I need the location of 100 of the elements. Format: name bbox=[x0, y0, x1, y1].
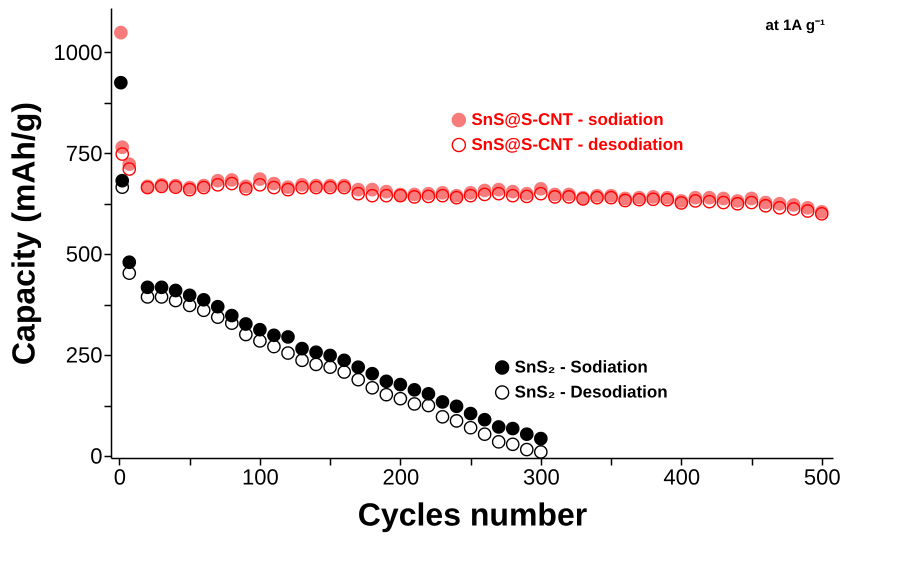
point bbox=[337, 354, 351, 368]
point bbox=[394, 378, 408, 392]
point bbox=[492, 435, 506, 449]
point bbox=[464, 406, 478, 420]
legend-label: SnS@S-CNT - desodiation bbox=[471, 135, 684, 154]
point bbox=[253, 178, 267, 192]
point bbox=[122, 255, 136, 270]
point bbox=[351, 360, 366, 374]
point bbox=[140, 280, 154, 294]
legend-label: SnS@S-CNT - sodiation bbox=[471, 110, 664, 129]
point bbox=[408, 382, 422, 397]
legend-label: SnS₂ - Sodiation bbox=[514, 358, 648, 376]
point bbox=[253, 322, 267, 336]
point bbox=[295, 342, 309, 356]
point bbox=[394, 392, 408, 406]
point bbox=[506, 437, 520, 452]
point bbox=[295, 354, 309, 368]
point bbox=[365, 188, 380, 202]
point bbox=[478, 412, 492, 426]
point bbox=[309, 345, 323, 360]
point bbox=[660, 192, 674, 207]
point bbox=[365, 366, 380, 380]
point bbox=[520, 427, 534, 441]
point bbox=[436, 410, 450, 424]
point bbox=[196, 292, 211, 307]
point bbox=[168, 284, 182, 298]
legend-label: SnS₂ - Desodiation bbox=[514, 382, 668, 402]
point bbox=[520, 442, 534, 456]
point bbox=[168, 294, 182, 308]
point bbox=[210, 178, 225, 192]
x-tick-label: 0 bbox=[114, 464, 126, 490]
point bbox=[281, 182, 295, 196]
y-tick-label: 500 bbox=[66, 242, 102, 267]
x-tick-label: 500 bbox=[804, 464, 841, 490]
point bbox=[436, 395, 450, 409]
point bbox=[122, 266, 136, 280]
point bbox=[267, 340, 281, 354]
point bbox=[772, 200, 786, 215]
point bbox=[506, 422, 520, 436]
point bbox=[800, 204, 815, 218]
point bbox=[520, 190, 534, 204]
point bbox=[140, 290, 154, 304]
point bbox=[182, 298, 196, 312]
point bbox=[730, 196, 744, 211]
point bbox=[632, 192, 646, 207]
point bbox=[548, 190, 562, 204]
point bbox=[422, 387, 436, 401]
x-tick-label: 200 bbox=[382, 464, 420, 490]
point bbox=[422, 398, 436, 412]
y-tick-label: 750 bbox=[66, 140, 102, 166]
point bbox=[239, 182, 253, 196]
point bbox=[154, 290, 168, 304]
point bbox=[379, 388, 394, 402]
point bbox=[534, 186, 548, 200]
y-tick-label: 1000 bbox=[54, 40, 102, 65]
point bbox=[115, 147, 130, 161]
point bbox=[450, 414, 464, 428]
point bbox=[267, 180, 281, 194]
point bbox=[464, 188, 478, 202]
point bbox=[309, 358, 323, 372]
point bbox=[450, 400, 464, 414]
point bbox=[506, 188, 520, 202]
y-tick-label: 250 bbox=[66, 342, 102, 368]
point bbox=[351, 372, 366, 387]
point bbox=[114, 26, 128, 40]
y-tick-label: 0 bbox=[90, 443, 102, 468]
point bbox=[422, 190, 436, 204]
x-tick-label: 300 bbox=[522, 464, 560, 490]
point bbox=[281, 330, 295, 344]
point bbox=[688, 194, 702, 208]
point bbox=[379, 188, 394, 202]
point bbox=[478, 427, 492, 441]
point bbox=[239, 328, 253, 342]
point bbox=[196, 303, 211, 318]
point bbox=[464, 420, 478, 435]
point bbox=[646, 192, 660, 206]
point bbox=[744, 196, 758, 210]
point bbox=[224, 176, 239, 190]
point bbox=[210, 300, 225, 314]
point bbox=[534, 432, 548, 446]
point bbox=[337, 365, 351, 379]
point bbox=[758, 198, 772, 213]
point bbox=[408, 397, 422, 411]
point bbox=[379, 374, 394, 388]
point bbox=[210, 310, 225, 324]
x-tick-label: 100 bbox=[242, 464, 279, 490]
annotation: at 1A g⁻¹ bbox=[766, 17, 825, 34]
point bbox=[436, 188, 450, 202]
point bbox=[562, 190, 576, 204]
point bbox=[239, 317, 253, 331]
point bbox=[114, 76, 128, 90]
point bbox=[702, 194, 716, 209]
point bbox=[351, 186, 366, 200]
point bbox=[295, 180, 309, 194]
point bbox=[534, 445, 548, 458]
point bbox=[267, 328, 281, 342]
point bbox=[253, 334, 267, 348]
point bbox=[323, 348, 337, 362]
point bbox=[281, 346, 295, 360]
x-tick-label: 400 bbox=[663, 464, 700, 490]
